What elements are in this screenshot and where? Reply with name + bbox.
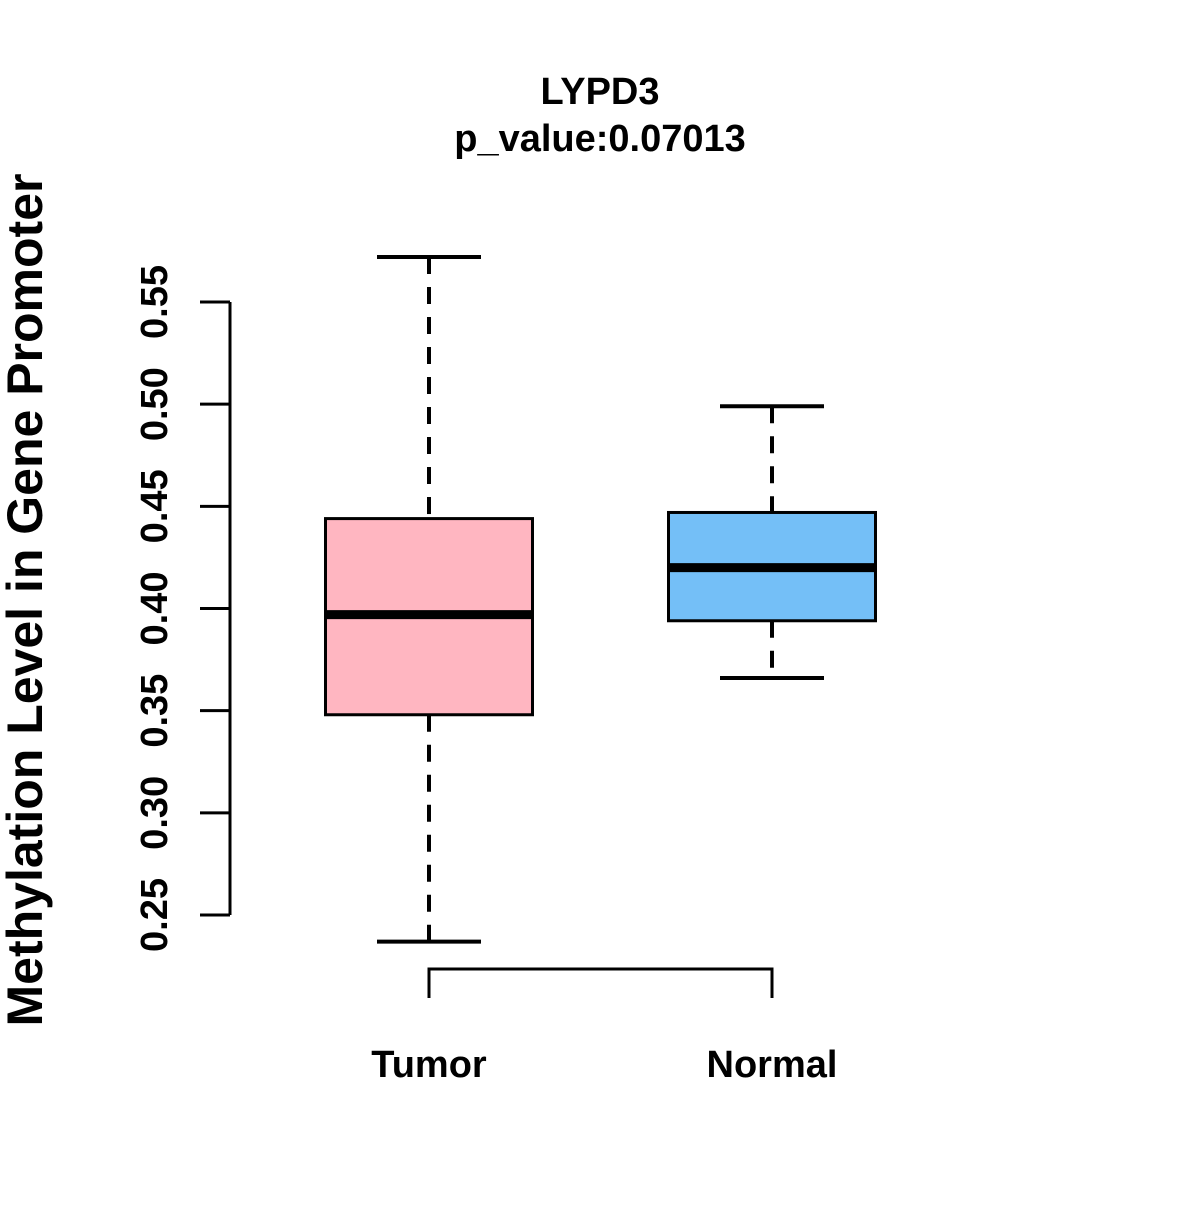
- chart-subtitle-pvalue: p_value:0.07013: [454, 118, 746, 160]
- boxplot-normal: [667, 404, 877, 680]
- x-axis-bracket: [427, 967, 774, 998]
- y-axis-tick-label: 0.55: [134, 265, 176, 339]
- y-axis-label: Methylation Level in Gene Promoter: [0, 174, 53, 1027]
- boxplot-tumor: [324, 255, 534, 944]
- x-axis-labels: Tumor Normal: [371, 1044, 837, 1086]
- category-label-normal: Normal: [707, 1044, 838, 1086]
- y-axis-tick-label: 0.50: [134, 367, 176, 441]
- x-axis-bracket-line: [427, 967, 774, 998]
- y-axis: 0.25 0.30 0.35 0.40 0.45 0.50 0.55: [134, 265, 232, 952]
- category-label-tumor: Tumor: [371, 1044, 487, 1086]
- y-axis-tick-label: 0.35: [134, 674, 176, 748]
- median-line: [668, 563, 876, 573]
- y-axis-tick-label: 0.25: [134, 878, 176, 952]
- chart-title: LYPD3: [541, 71, 660, 113]
- y-axis-tick-label: 0.30: [134, 776, 176, 850]
- median-line: [325, 610, 533, 620]
- box-group: [324, 255, 877, 944]
- y-axis-tick-label: 0.45: [134, 469, 176, 543]
- y-axis-tick-label: 0.40: [134, 572, 176, 646]
